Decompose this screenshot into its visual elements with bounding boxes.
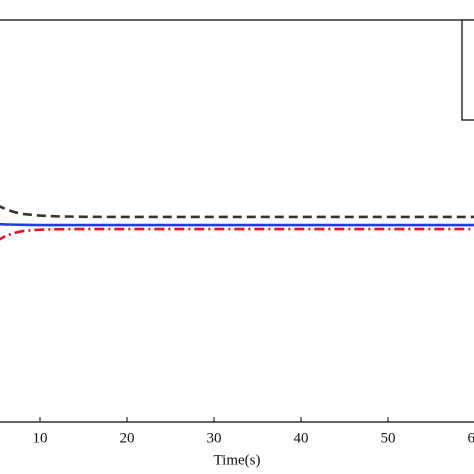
x-tick-label: 10 (33, 430, 48, 446)
series-line (0, 227, 474, 241)
x-tick-label: 20 (120, 430, 135, 446)
lines (0, 205, 474, 241)
x-tick-label: 60 (468, 430, 474, 446)
x-tick-label: 40 (294, 430, 309, 446)
plot-frame (0, 19, 474, 423)
x-axis-label: Time(s) (214, 452, 261, 468)
legend-box (461, 19, 474, 121)
series-line (0, 222, 474, 227)
x-tick-label: 50 (381, 430, 396, 446)
series-line (0, 205, 474, 219)
x-tick-label: 30 (207, 430, 222, 446)
